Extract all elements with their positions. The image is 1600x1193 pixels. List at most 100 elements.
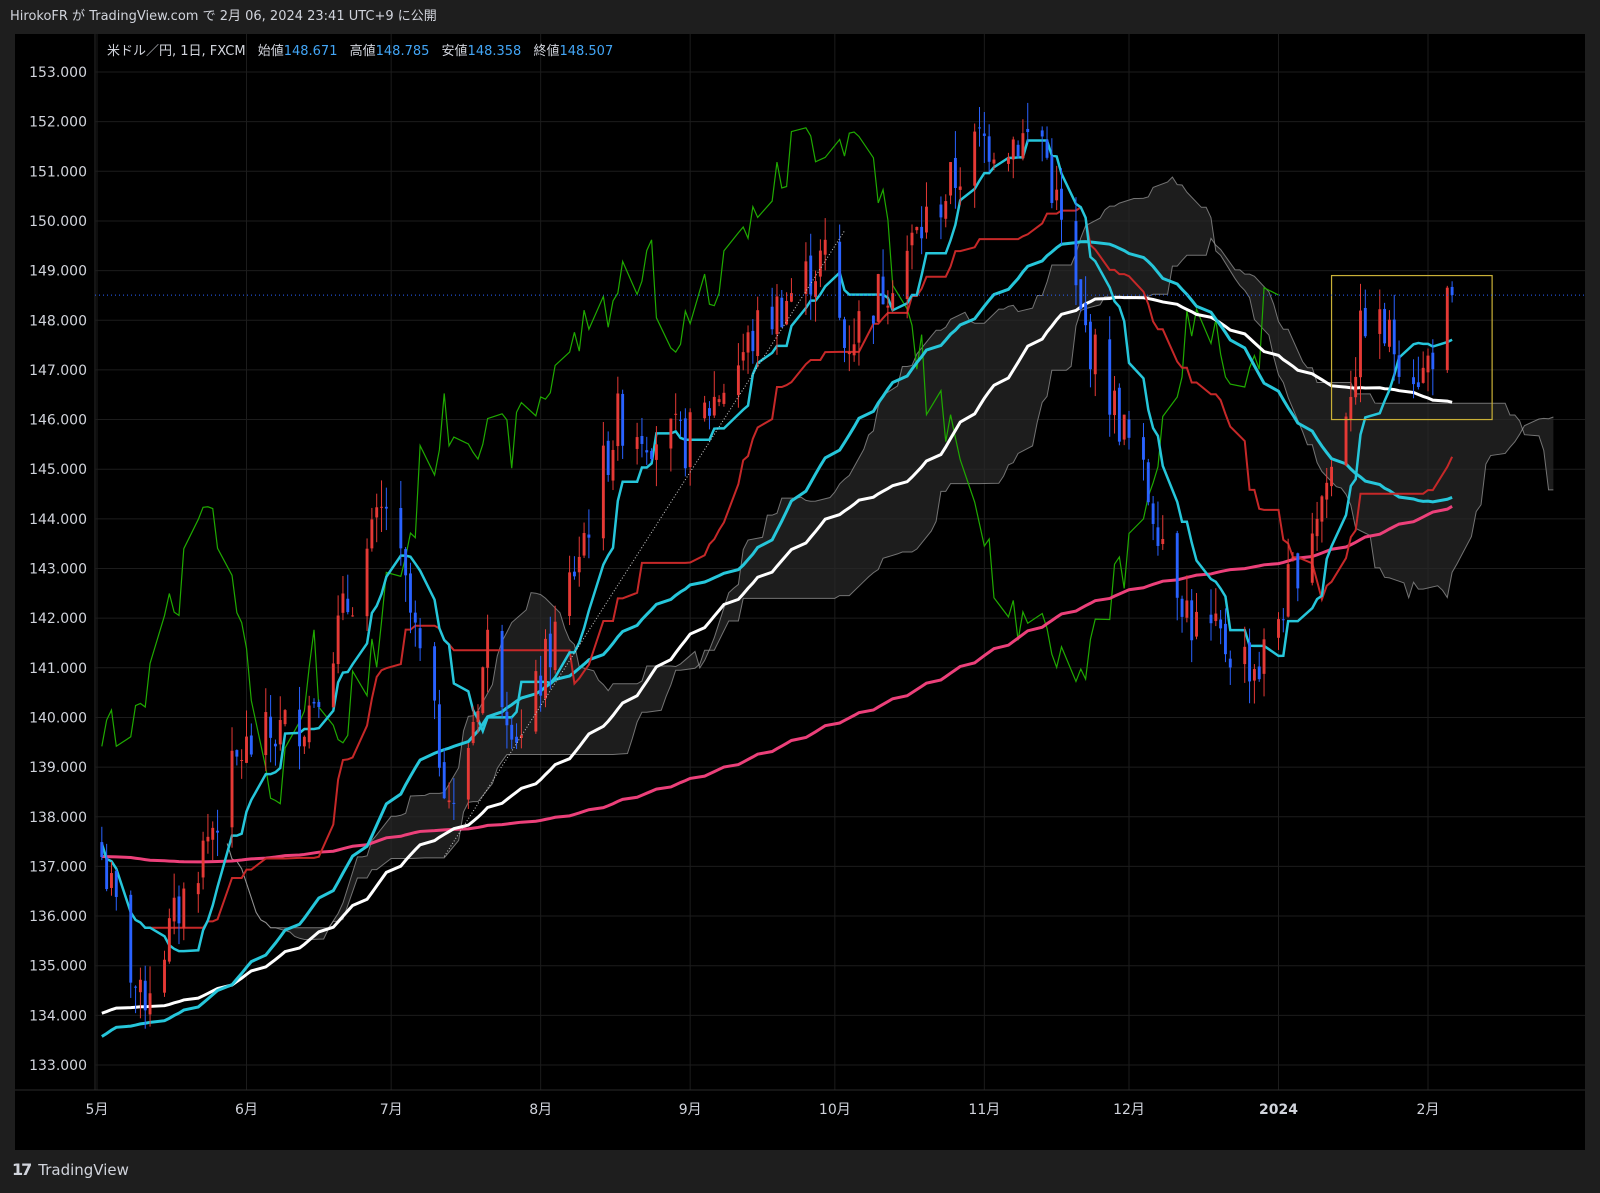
candle-body bbox=[1156, 527, 1160, 546]
kijun-line bbox=[100, 205, 1454, 929]
candle-body bbox=[925, 206, 928, 233]
publish-text: HirokoFR が TradingView.com で 2月 06, 2024… bbox=[10, 9, 437, 24]
candle-body bbox=[1325, 482, 1329, 500]
candle-body bbox=[1190, 600, 1194, 641]
candle-body bbox=[249, 735, 253, 755]
y-tick-label: 145.000 bbox=[29, 462, 87, 478]
candle-body bbox=[1426, 355, 1430, 373]
candle-body bbox=[206, 836, 210, 842]
candle-body bbox=[1209, 614, 1213, 624]
candle-body bbox=[1219, 619, 1223, 629]
legend-high-value: 148.785 bbox=[375, 44, 430, 59]
candle-body bbox=[534, 671, 538, 732]
candle-body bbox=[365, 548, 369, 617]
candle-body bbox=[433, 646, 437, 701]
candle-body bbox=[1378, 309, 1382, 334]
candle-body bbox=[1151, 503, 1155, 524]
candle-body bbox=[703, 402, 707, 419]
candle-body bbox=[1045, 139, 1049, 158]
candle-body bbox=[1277, 619, 1280, 638]
y-tick-label: 142.000 bbox=[29, 611, 87, 627]
candle-body bbox=[1195, 611, 1198, 637]
candle-body bbox=[375, 507, 379, 518]
candle-body bbox=[172, 897, 176, 922]
brand-name: TradingView bbox=[38, 1160, 129, 1179]
y-tick-label: 133.000 bbox=[29, 1058, 87, 1074]
candle-body bbox=[1359, 310, 1362, 378]
candle-body bbox=[1392, 319, 1396, 355]
candle-body bbox=[235, 750, 239, 757]
candle-body bbox=[722, 392, 726, 404]
candle-body bbox=[577, 556, 581, 573]
candle-body bbox=[1412, 377, 1415, 385]
candle-body bbox=[606, 440, 610, 475]
candle-body bbox=[1421, 367, 1425, 383]
candle-body bbox=[278, 720, 282, 745]
candle-body bbox=[1445, 287, 1449, 371]
candle-body bbox=[1142, 437, 1145, 460]
candle-body bbox=[741, 352, 745, 361]
candle-body bbox=[669, 418, 673, 449]
candle-body bbox=[1050, 156, 1054, 203]
y-axis-panel bbox=[15, 34, 95, 1090]
candle-body bbox=[1127, 419, 1131, 438]
sma-fast-line bbox=[101, 240, 1453, 1038]
candle-body bbox=[789, 293, 793, 302]
y-tick-label: 147.000 bbox=[29, 363, 87, 379]
candle-body bbox=[582, 533, 586, 556]
candle-body bbox=[1122, 414, 1126, 440]
y-tick-label: 151.000 bbox=[29, 164, 87, 180]
candle-body bbox=[1450, 286, 1454, 296]
candle-body bbox=[418, 628, 422, 649]
candle-body bbox=[1310, 533, 1314, 583]
candle-body bbox=[568, 572, 572, 616]
x-tick-label: 8月 bbox=[529, 1102, 552, 1118]
footer-brand[interactable]: 17 TradingView bbox=[12, 1160, 129, 1179]
chart-svg[interactable]: 133.000 134.000 135.000 136.000 137.000 138.0… bbox=[15, 34, 1585, 1150]
y-tick-label: 150.000 bbox=[29, 214, 87, 230]
candle-body bbox=[519, 735, 523, 738]
candle-body bbox=[505, 711, 509, 726]
candle-body bbox=[1354, 376, 1358, 398]
candle-body bbox=[1281, 619, 1285, 621]
x-tick-label: 11月 bbox=[968, 1102, 1000, 1118]
candle-body bbox=[510, 724, 514, 740]
candle-body bbox=[1243, 646, 1247, 665]
candle-body bbox=[298, 709, 301, 747]
candle-body bbox=[1252, 669, 1256, 681]
candle-body bbox=[838, 241, 842, 318]
x-axis-panel bbox=[15, 1090, 1585, 1150]
candle-body bbox=[1315, 518, 1319, 537]
candle-body bbox=[1387, 319, 1391, 347]
y-tick-label: 153.000 bbox=[29, 65, 87, 81]
legend-high-label: 高値 bbox=[349, 44, 376, 59]
legend-open-label: 始値 bbox=[257, 44, 284, 59]
chart-area[interactable]: 133.000 134.000 135.000 136.000 137.000 138.0… bbox=[15, 34, 1585, 1150]
candle-body bbox=[712, 396, 716, 416]
candle-body bbox=[843, 319, 846, 348]
candle-body bbox=[384, 506, 388, 509]
candle-body bbox=[823, 239, 827, 255]
candle-body bbox=[100, 842, 104, 857]
candle-body bbox=[245, 736, 248, 763]
candle-body bbox=[539, 675, 543, 696]
candle-body bbox=[553, 621, 557, 671]
candle-body bbox=[442, 762, 446, 799]
candle-body bbox=[471, 721, 475, 744]
candle-body bbox=[1286, 564, 1290, 617]
candle-body bbox=[944, 201, 948, 219]
candle-body bbox=[847, 352, 851, 355]
candle-body bbox=[780, 297, 784, 328]
candle-body bbox=[1040, 130, 1044, 137]
candle-body bbox=[814, 281, 817, 297]
candle-body bbox=[1262, 639, 1266, 674]
candle-body bbox=[1296, 553, 1300, 589]
candle-body bbox=[1248, 642, 1252, 682]
candle-body bbox=[809, 255, 813, 295]
candle-body bbox=[818, 250, 822, 277]
candle-body bbox=[1175, 533, 1179, 598]
candle-body bbox=[785, 300, 789, 325]
candle-body bbox=[1117, 387, 1121, 442]
sma-slow-line bbox=[101, 505, 1453, 864]
candle-body bbox=[751, 330, 755, 352]
